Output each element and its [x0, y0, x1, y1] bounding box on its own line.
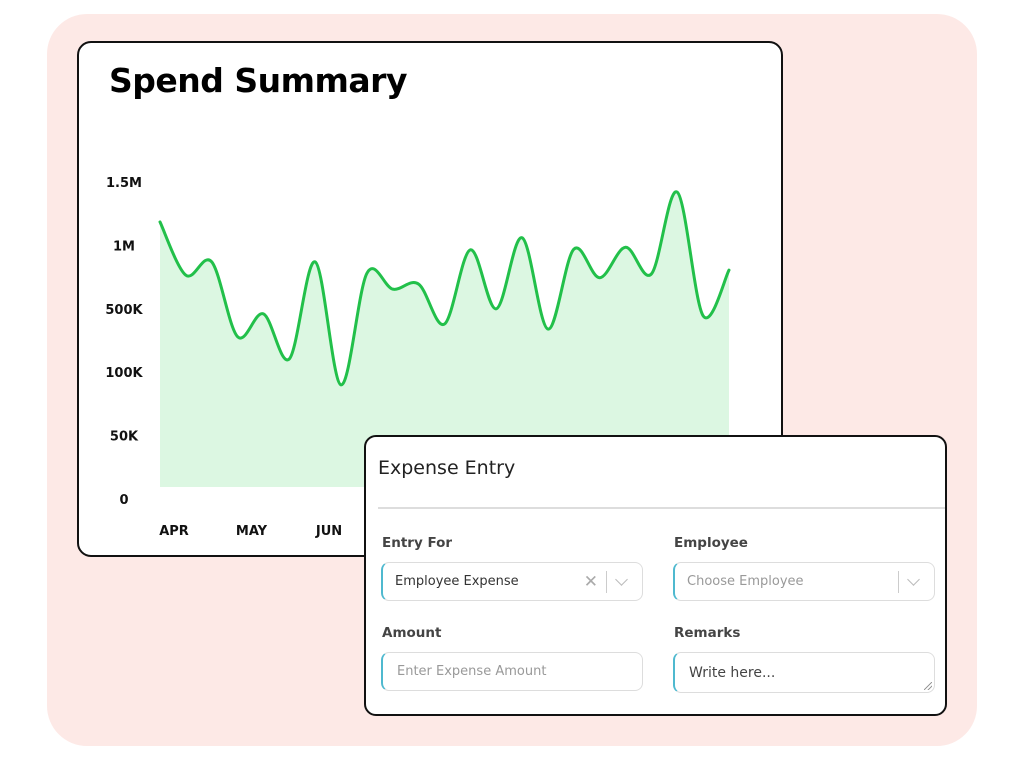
entry-for-select[interactable]: Employee Expense ✕ — [381, 562, 643, 601]
resize-handle-icon[interactable] — [924, 682, 932, 690]
form-title: Expense Entry — [378, 457, 516, 479]
separator — [606, 570, 607, 593]
entry-for-value: Employee Expense — [395, 574, 519, 589]
y-tick-label: 500K — [105, 303, 143, 318]
chevron-down-icon[interactable] — [907, 572, 920, 586]
amount-input[interactable]: Enter Expense Amount — [381, 652, 643, 691]
y-tick-label: 50K — [110, 430, 139, 445]
x-icon[interactable]: ✕ — [583, 571, 598, 592]
remarks-textarea[interactable]: Write here... — [673, 652, 935, 693]
amount-placeholder: Enter Expense Amount — [397, 664, 547, 679]
chart-title: Spend Summary — [109, 61, 407, 100]
y-tick-label: 1.5M — [106, 176, 142, 191]
employee-placeholder: Choose Employee — [687, 574, 804, 589]
x-tick-label: APR — [159, 524, 189, 539]
spend-chart: 0 50K 100K 500K 1M 1.5M APR MAY JUN — [105, 176, 731, 539]
y-tick-label: 100K — [105, 366, 143, 381]
chevron-down-icon[interactable] — [615, 572, 628, 586]
remarks-label: Remarks — [674, 625, 741, 641]
y-tick-label: 1M — [113, 239, 135, 254]
employee-select[interactable]: Choose Employee — [673, 562, 935, 601]
x-tick-label: MAY — [236, 524, 268, 539]
entry-for-label: Entry For — [382, 535, 453, 551]
separator — [898, 570, 899, 593]
employee-label: Employee — [674, 535, 748, 551]
area-fill — [160, 191, 729, 487]
y-tick-label: 0 — [119, 493, 128, 508]
amount-label: Amount — [382, 625, 442, 641]
x-tick-label: JUN — [315, 524, 342, 539]
expense-entry-card: Expense Entry Entry For Employee Expense… — [364, 435, 947, 716]
remarks-placeholder: Write here... — [689, 664, 776, 681]
divider — [378, 507, 945, 509]
